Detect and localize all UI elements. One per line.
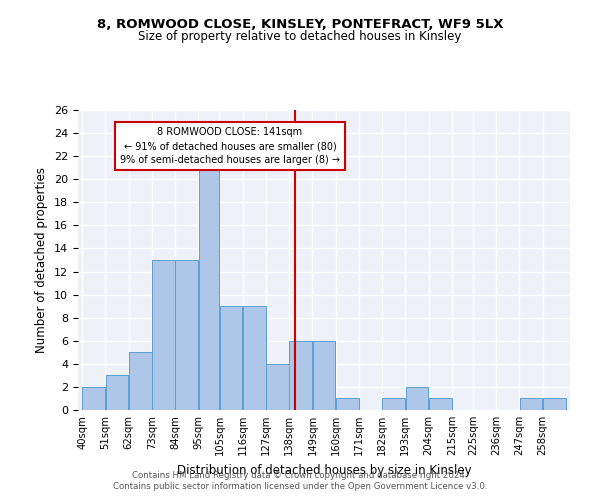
Bar — [289, 341, 312, 410]
Bar — [543, 398, 566, 410]
Bar — [382, 398, 405, 410]
Y-axis label: Number of detached properties: Number of detached properties — [35, 167, 49, 353]
Text: 8, ROMWOOD CLOSE, KINSLEY, PONTEFRACT, WF9 5LX: 8, ROMWOOD CLOSE, KINSLEY, PONTEFRACT, W… — [97, 18, 503, 30]
Bar — [106, 376, 128, 410]
Bar — [82, 387, 105, 410]
Text: 8 ROMWOOD CLOSE: 141sqm
← 91% of detached houses are smaller (80)
9% of semi-det: 8 ROMWOOD CLOSE: 141sqm ← 91% of detache… — [120, 128, 340, 166]
Bar — [175, 260, 198, 410]
Bar — [313, 341, 335, 410]
Bar — [199, 156, 219, 410]
Bar — [336, 398, 359, 410]
Text: Size of property relative to detached houses in Kinsley: Size of property relative to detached ho… — [139, 30, 461, 43]
Bar — [406, 387, 428, 410]
Text: Contains public sector information licensed under the Open Government Licence v3: Contains public sector information licen… — [113, 482, 487, 491]
Bar — [129, 352, 152, 410]
Text: Contains HM Land Registry data © Crown copyright and database right 2024.: Contains HM Land Registry data © Crown c… — [132, 471, 468, 480]
Bar — [266, 364, 289, 410]
Bar — [220, 306, 242, 410]
Bar — [243, 306, 266, 410]
X-axis label: Distribution of detached houses by size in Kinsley: Distribution of detached houses by size … — [176, 464, 472, 476]
Bar — [520, 398, 542, 410]
Bar — [429, 398, 452, 410]
Bar — [152, 260, 175, 410]
